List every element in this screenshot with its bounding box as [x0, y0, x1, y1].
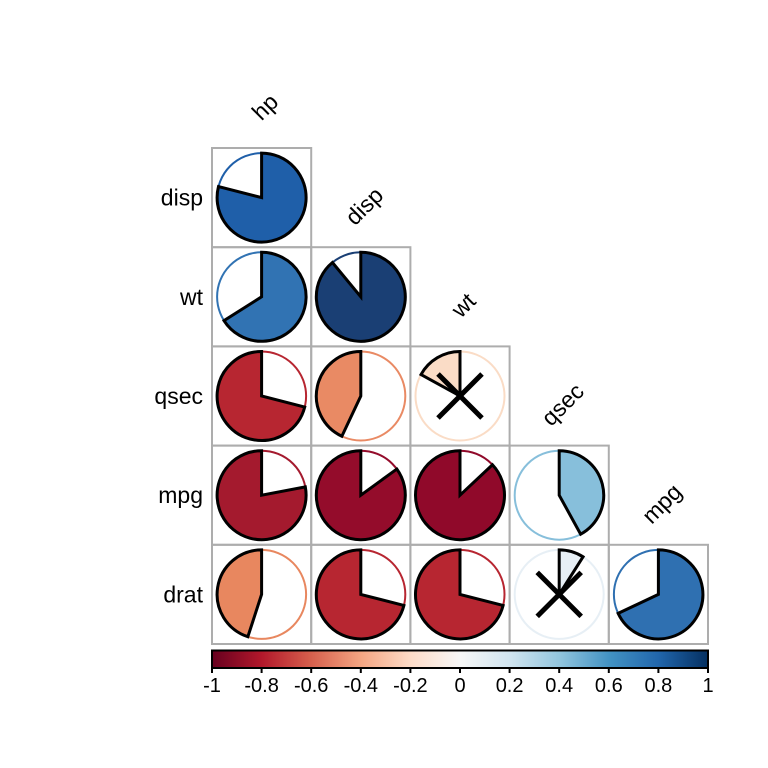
pie-slice-qsec-hp — [215, 349, 307, 442]
colorbar-tick-label: 0.8 — [644, 675, 672, 697]
pie-slice-drat-mpg — [616, 548, 705, 641]
colorbar-tick-label: -0.6 — [294, 675, 328, 697]
colorbar-tick-label: -0.2 — [393, 675, 427, 697]
colorbar-tick-label: 0.4 — [545, 675, 573, 697]
pie-slice-drat-qsec — [557, 548, 586, 600]
colorbar-tick-label: -0.8 — [244, 675, 278, 697]
colorbar-tick-label: -1 — [203, 675, 221, 697]
row-label-qsec: qsec — [154, 383, 203, 409]
row-label-drat: drat — [163, 581, 203, 607]
colorbar-tick-label: 1 — [702, 675, 713, 697]
pie-slice-wt-hp — [221, 250, 308, 343]
colorbar-tick-label: -0.4 — [344, 675, 378, 697]
grid-cell-drat-mpg — [607, 543, 709, 645]
diagonal-label-hp: hp — [247, 89, 283, 125]
colorbar-tick-label: 0.6 — [595, 675, 623, 697]
diagonal-label-disp: disp — [340, 182, 388, 230]
not-significant-cross-icon — [535, 570, 583, 619]
colorbar-tick-label: 0 — [454, 675, 465, 697]
pie-slice-mpg-wt — [414, 449, 506, 542]
row-label-wt: wt — [179, 284, 204, 310]
pie-slice-qsec-disp — [314, 349, 363, 439]
diagonal-label-mpg: mpg — [637, 479, 687, 529]
diagonal-label-wt: wt — [445, 287, 481, 323]
pie-slice-mpg-hp — [215, 449, 308, 542]
pie-slice-drat-wt — [414, 548, 505, 641]
row-label-disp: disp — [161, 185, 203, 211]
row-label-mpg: mpg — [158, 482, 203, 508]
not-significant-cross-icon — [436, 372, 484, 420]
pie-slice-disp-hp — [215, 151, 308, 244]
colorbar — [211, 649, 709, 669]
pie-slice-drat-disp — [314, 548, 406, 641]
pie-slice-drat-hp — [215, 548, 264, 639]
diagonal-label-qsec: qsec — [536, 378, 589, 431]
pie-slice-mpg-disp — [314, 449, 407, 542]
pie-slice-mpg-qsec — [557, 449, 606, 537]
pie-slice-wt-disp — [314, 250, 407, 343]
colorbar-tick-label: 0.2 — [496, 675, 524, 697]
